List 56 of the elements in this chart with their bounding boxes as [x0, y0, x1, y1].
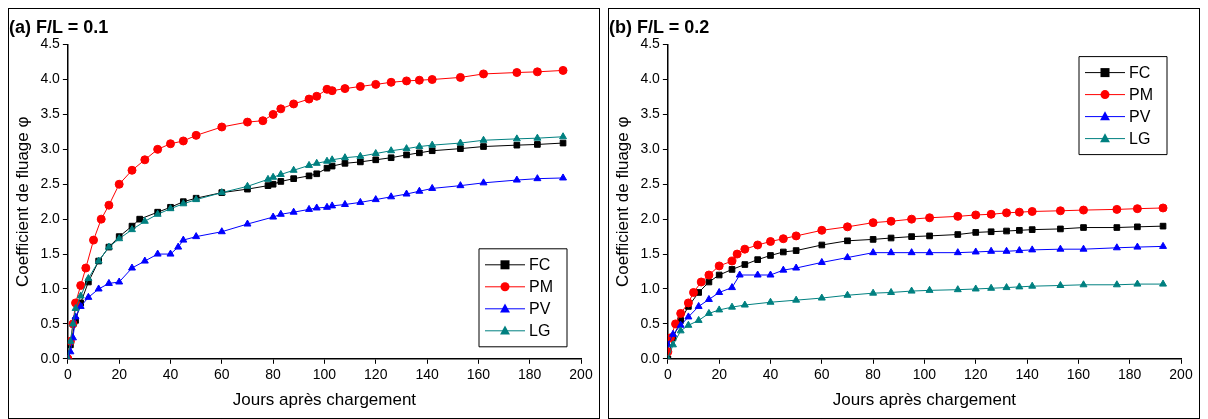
y-tick-label: 4.5 — [640, 35, 661, 52]
x-tick-label: 140 — [415, 366, 439, 383]
y-tick-label: 2.5 — [40, 175, 61, 192]
x-tick-label: 20 — [711, 366, 728, 383]
x-tick-label: 100 — [912, 366, 937, 383]
legend-label: PM — [1129, 86, 1153, 104]
chart-title: (b) F/L = 0.2 — [609, 16, 710, 37]
chart-title: (a) F/L = 0.1 — [9, 16, 109, 37]
x-tick-label: 180 — [1118, 366, 1142, 383]
legend-label: PM — [529, 278, 553, 296]
x-tick-label: 20 — [111, 366, 128, 383]
y-tick-label: 3.0 — [40, 140, 61, 157]
x-axis-title: Jours après chargement — [232, 390, 417, 410]
y-tick-label: 1.0 — [40, 279, 61, 296]
y-axis-title: Coefficient de fluage φ — [612, 116, 632, 287]
x-tick-label: 80 — [865, 366, 882, 383]
y-tick-label: 4.5 — [40, 35, 61, 52]
x-tick-label: 60 — [214, 366, 230, 383]
legend-label: PV — [529, 300, 551, 318]
x-tick-label: 120 — [964, 366, 988, 383]
y-tick-label: 4.0 — [640, 70, 661, 87]
y-tick-label: 1.0 — [640, 279, 661, 296]
x-tick-label: 160 — [1066, 366, 1091, 383]
y-tick-label: 1.5 — [40, 244, 61, 261]
legend-label: FC — [1129, 64, 1151, 82]
y-tick-label: 3.5 — [40, 105, 61, 122]
x-tick-label: 120 — [364, 366, 388, 383]
y-tick-label: 3.5 — [640, 105, 661, 122]
y-tick-label: 0.0 — [40, 349, 61, 366]
y-tick-label: 2.0 — [640, 210, 661, 227]
y-tick-label: 0.0 — [640, 349, 661, 366]
y-tick-label: 4.0 — [40, 70, 61, 87]
x-tick-label: 180 — [518, 366, 542, 383]
y-tick-label: 2.5 — [640, 175, 661, 192]
x-tick-label: 60 — [814, 366, 830, 383]
x-tick-label: 0 — [63, 366, 72, 383]
x-tick-label: 140 — [1015, 366, 1039, 383]
x-axis-title: Jours après chargement — [832, 390, 1017, 410]
x-tick-label: 40 — [162, 366, 179, 383]
y-tick-label: 0.5 — [640, 314, 661, 331]
x-tick-label: 40 — [762, 366, 779, 383]
y-axis-title: Coefficient de fluage φ — [12, 116, 32, 287]
legend-label: FC — [529, 256, 551, 274]
y-tick-label: 0.5 — [40, 314, 61, 331]
legend-label: LG — [529, 322, 551, 340]
x-tick-label: 80 — [265, 366, 282, 383]
x-tick-label: 0 — [663, 366, 672, 383]
x-tick-label: 160 — [466, 366, 491, 383]
y-tick-label: 2.0 — [40, 210, 61, 227]
y-tick-label: 3.0 — [640, 140, 661, 157]
legend-label: LG — [1129, 130, 1151, 148]
y-tick-label: 1.5 — [640, 244, 661, 261]
x-tick-label: 200 — [1169, 366, 1193, 383]
x-tick-label: 200 — [569, 366, 593, 383]
legend-label: PV — [1129, 108, 1151, 126]
x-tick-label: 100 — [312, 366, 337, 383]
